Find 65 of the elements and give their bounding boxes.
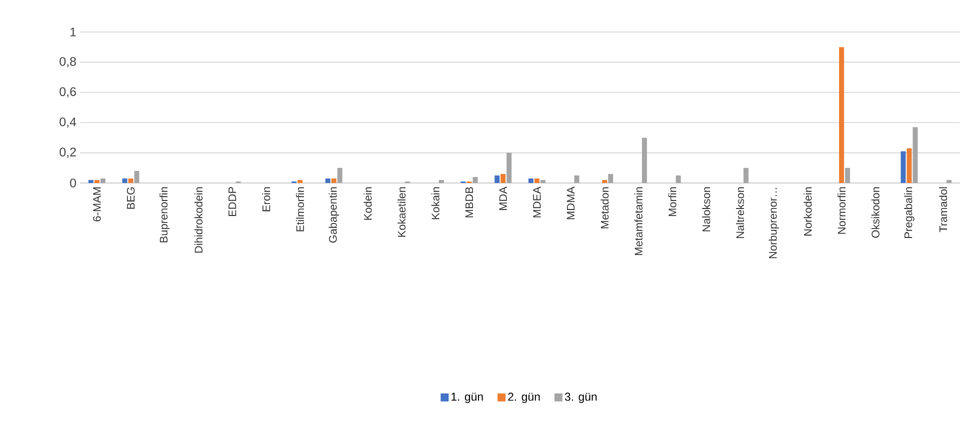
x-tick-label: Metadon (600, 187, 609, 228)
x-tick-label: MBDB (465, 187, 474, 218)
x-tick-label: MDA (499, 186, 507, 210)
bar (602, 180, 608, 183)
bar (744, 168, 749, 183)
bar (494, 175, 500, 183)
bar (574, 175, 580, 183)
x-tick-label: Nalokson (702, 187, 710, 232)
bar (946, 180, 952, 183)
y-tick-label: 0,4 (60, 117, 76, 128)
bar (534, 178, 540, 183)
bar (134, 170, 140, 183)
x-tick-label: Dihidrokodein (194, 187, 202, 253)
bar (900, 151, 906, 183)
x-tick-label: Normorfin (838, 187, 846, 234)
bar (500, 174, 506, 183)
bar (676, 175, 681, 183)
x-tick-label: Naltrekson (736, 187, 744, 238)
bar (325, 178, 330, 183)
bar (128, 178, 134, 183)
bar (331, 178, 336, 183)
x-tick-label: EDDP (228, 187, 236, 216)
x-tick-label: Buprenorfin (160, 187, 170, 242)
bar (100, 178, 106, 183)
legend-label: 1. gün (452, 392, 483, 403)
x-tick-label: MDMA (567, 186, 575, 220)
x-tick-label: Norbuprenor… (768, 188, 779, 258)
y-tick-label: 1 (70, 28, 76, 36)
bar (528, 178, 534, 183)
bar (608, 174, 614, 183)
x-tick-label: Kokaetilen (398, 187, 406, 237)
bar (845, 168, 850, 183)
bar (912, 127, 918, 183)
x-tick-label: Kokain (431, 187, 440, 220)
bar (906, 148, 912, 183)
x-tick-label: Oksikodon (871, 187, 880, 238)
bar (472, 176, 478, 183)
bar (540, 180, 546, 183)
x-tick-label: Norkodein (804, 187, 812, 236)
x-tick-label: Kodein (364, 187, 372, 220)
bar (839, 47, 844, 183)
y-tick-label: 0,8 (60, 57, 76, 68)
x-tick-label: BEG (126, 187, 135, 209)
x-tick-label: Eroin (262, 187, 270, 212)
legend-label: 2. gün (508, 392, 540, 404)
bar (122, 178, 128, 183)
bar (94, 180, 100, 183)
bar (642, 138, 647, 183)
bar (337, 168, 342, 183)
x-tick-label: Metamfetamin (634, 187, 642, 256)
y-tick-label: 0 (70, 178, 76, 188)
x-tick-label: Gabapentin (328, 187, 339, 243)
x-tick-label: 6-MAM (93, 187, 101, 222)
bar (88, 180, 94, 183)
bar (506, 152, 512, 183)
bar (438, 180, 444, 183)
x-tick-label: Pregabalin (904, 187, 914, 238)
y-tick-label: 0,6 (60, 87, 76, 98)
bar (298, 180, 303, 183)
y-tick-label: 0,2 (60, 148, 76, 158)
x-tick-label: MDEA (533, 186, 541, 218)
legend-label: 3. gün (564, 392, 597, 404)
x-tick-label: Morfin (668, 187, 676, 216)
x-tick-label: Etilmorfin (296, 187, 304, 232)
x-tick-label: Tramadol (939, 187, 948, 232)
